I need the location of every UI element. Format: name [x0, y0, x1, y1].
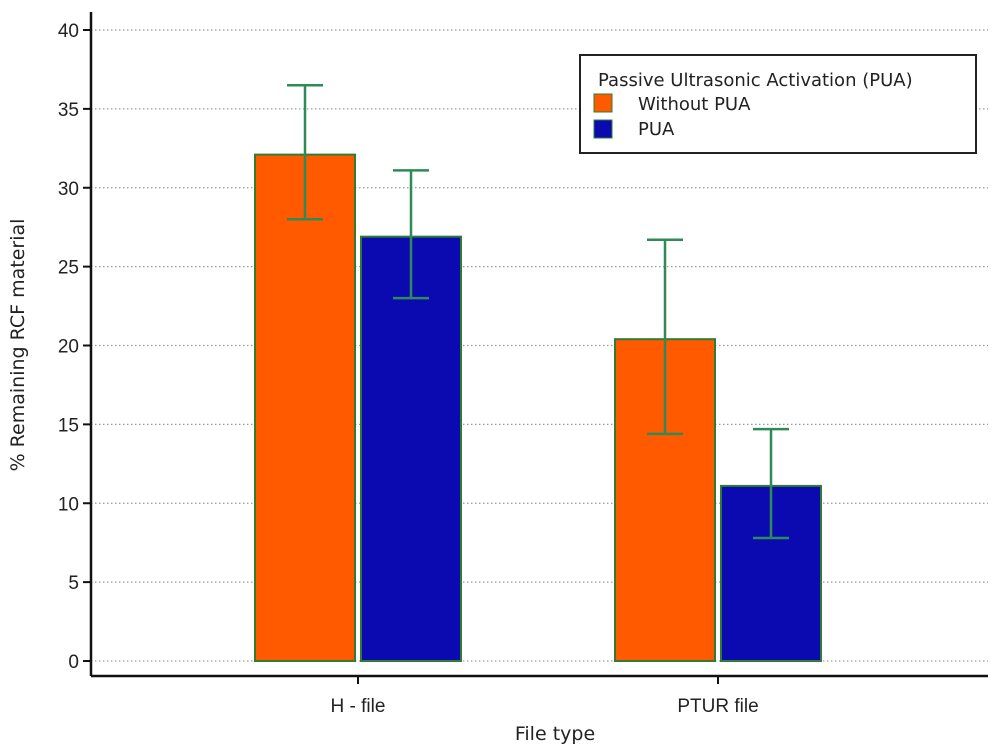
bar: [360, 235, 462, 662]
y-tick-label: 25: [58, 258, 79, 279]
grid-lines: [91, 29, 988, 662]
y-tick-label: 35: [58, 100, 79, 121]
legend-label-without-pua: Without PUA: [638, 94, 751, 115]
legend-box: [579, 54, 977, 154]
x-tick-label: PTUR file: [677, 696, 758, 717]
y-tick-label: 40: [58, 21, 79, 42]
x-axis-title: File type: [515, 723, 595, 745]
x-axis-ticks: H - file PTUR file: [331, 676, 759, 717]
y-tick-label: 20: [58, 337, 79, 358]
y-axis-title: % Remaining RCF material: [7, 219, 29, 472]
legend-title: Passive Ultrasonic Activation (PUA): [598, 70, 913, 91]
legend-label-pua: PUA: [638, 119, 675, 140]
y-tick-label: 15: [58, 415, 79, 436]
bars: [254, 153, 822, 662]
error-bars: [287, 83, 789, 540]
y-axis-ticks: 0 5 10 15 20 25 30 35 40: [58, 21, 91, 673]
x-tick-label: H - file: [331, 696, 386, 717]
y-tick-label: 0: [68, 652, 79, 673]
y-tick-label: 10: [58, 494, 79, 515]
bar: [254, 153, 356, 662]
legend-swatch-without-pua: [593, 93, 613, 113]
y-tick-label: 5: [68, 573, 79, 594]
y-tick-label: 30: [58, 179, 79, 200]
legend-swatch-pua: [593, 119, 613, 139]
legend: Passive Ultrasonic Activation (PUA) With…: [579, 54, 977, 154]
